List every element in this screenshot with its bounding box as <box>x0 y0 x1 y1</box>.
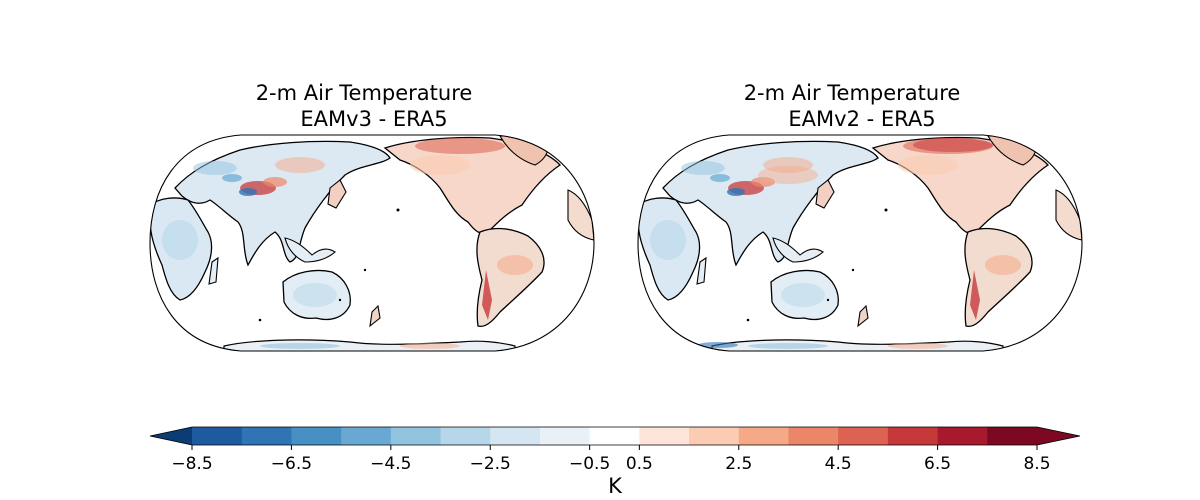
colorbar-bin <box>738 427 790 445</box>
colorbar-tick-label: 0.5 <box>625 454 653 474</box>
colorbar-tick-label: 8.5 <box>1023 454 1051 474</box>
colorbar-bin <box>937 427 988 445</box>
colorbar-bin <box>192 427 243 445</box>
colorbar-bin <box>490 427 541 445</box>
colorbar-bin <box>987 427 1038 445</box>
map-panel-1-border <box>149 134 595 352</box>
colorbar-bin <box>589 427 640 445</box>
colorbar-extend-low <box>150 427 192 445</box>
colorbar-bin <box>390 427 442 445</box>
colorbar-tick-label: −2.5 <box>469 454 511 474</box>
colorbar-bin <box>887 427 939 445</box>
colorbar-tick-label: 4.5 <box>824 454 852 474</box>
colorbar-tick-label: 6.5 <box>924 454 952 474</box>
colorbar-bin <box>788 427 839 445</box>
panel-1-title-line2: EAMv3 - ERA5 <box>300 107 448 131</box>
colorbar-tick-label: −8.5 <box>171 454 213 474</box>
maps-svg <box>149 134 1083 352</box>
colorbar-bin <box>838 427 889 445</box>
panel-1-title-line1: 2-m Air Temperature <box>255 81 473 105</box>
colorbar-bin <box>241 427 293 445</box>
map-panel-1 <box>149 134 595 352</box>
colorbar-label: K <box>608 474 622 498</box>
colorbar-bin <box>539 427 591 445</box>
colorbar-tick-label: −0.5 <box>569 454 611 474</box>
colorbar-extend-high <box>1037 427 1080 445</box>
colorbar-bin <box>291 427 342 445</box>
map-panel-2 <box>637 134 1083 352</box>
colorbar-tick-label: −6.5 <box>270 454 313 474</box>
map-panel-2-border <box>637 134 1083 352</box>
colorbar-tick-label: 2.5 <box>725 454 753 474</box>
colorbar-bin <box>341 427 392 445</box>
panel-2-title-line1: 2-m Air Temperature <box>743 81 961 105</box>
colorbar-bin <box>440 427 491 445</box>
colorbar-tick-label: −4.5 <box>370 454 412 474</box>
colorbar-bin <box>639 427 690 445</box>
panel-2-title-line2: EAMv2 - ERA5 <box>788 107 936 131</box>
colorbar-bin <box>689 427 740 445</box>
